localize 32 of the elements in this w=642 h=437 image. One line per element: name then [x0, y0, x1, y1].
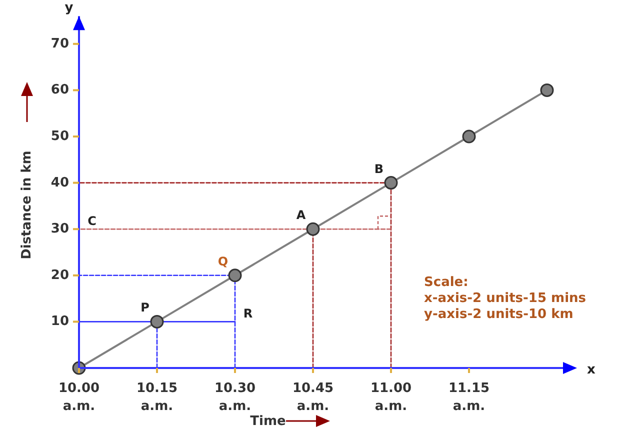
text: y — [64, 0, 74, 16]
annotation: B — [374, 162, 384, 176]
annotation: A — [296, 208, 306, 222]
x-tick-label: 11.00 a.m. — [370, 381, 412, 414]
y-tick-label: 70 — [50, 36, 69, 52]
point — [384, 176, 398, 190]
annotation: Scale: — [424, 275, 468, 290]
y-axis-title: Distance in km — [20, 150, 34, 260]
annotation: y-axis-2 units-10 km — [424, 307, 574, 322]
x-tick-label: 10.00 a.m. — [58, 381, 100, 414]
y-tick-label: 40 — [50, 175, 69, 190]
annotation: Q — [218, 254, 228, 268]
point — [462, 130, 476, 144]
y-tick-label: 20 — [50, 268, 69, 283]
y-tick-label: 60 — [50, 82, 69, 98]
point — [228, 268, 242, 282]
x-tick-label: 10.30 a.m. — [214, 381, 256, 414]
annotation: P — [140, 300, 150, 315]
annotation: C — [88, 214, 97, 228]
text: x — [587, 362, 596, 378]
point — [306, 222, 320, 236]
x-tick-label: 10.45 a.m. — [292, 381, 334, 414]
point — [540, 83, 554, 97]
x-tick-label: 11.15 a.m. — [448, 381, 490, 414]
y-tick-label: 50 — [50, 129, 69, 144]
x-tick-label: 10.15 a.m. — [136, 381, 178, 414]
y-tick-label: 30 — [50, 222, 69, 237]
y-tick-label: 10 — [50, 314, 69, 330]
point — [150, 314, 164, 328]
annotation: R — [243, 306, 253, 321]
x-axis-title: Time — [250, 414, 286, 429]
annotation: x-axis-2 units-15 mins — [424, 291, 586, 306]
